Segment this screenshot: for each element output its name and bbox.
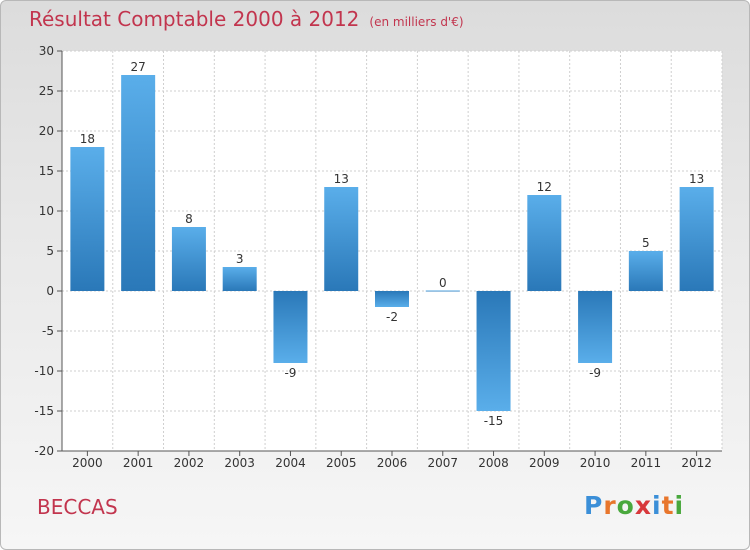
bar-2008 [476,291,511,411]
data-label: 8 [185,212,193,226]
data-label: 13 [334,172,349,186]
bar-2011 [628,251,663,291]
commune-name: BECCAS [37,495,118,519]
chart-title: Résultat Comptable 2000 à 2012 (en millie… [29,7,464,31]
data-label: 0 [439,276,447,290]
y-tick-label: 10 [39,204,54,218]
x-tick-label: 2002 [174,456,205,470]
data-label: 3 [236,252,244,266]
bar-2000 [70,147,105,291]
logo-letter: t [661,491,675,520]
x-tick-label: 2007 [427,456,458,470]
bar-2003 [222,267,257,291]
data-label: -2 [386,310,398,324]
y-tick-label: 25 [39,84,54,98]
y-tick-label: 20 [39,124,54,138]
data-label: 5 [642,236,650,250]
logo-letter: r [603,491,617,520]
logo-letter: P [584,491,604,520]
y-tick-label: 30 [39,44,54,58]
x-tick-label: 2001 [123,456,154,470]
data-label: 13 [689,172,704,186]
logo-letter: i [652,491,662,520]
y-tick-label: -10 [34,364,54,378]
x-tick-label: 2012 [681,456,712,470]
x-tick-label: 2000 [72,456,103,470]
bar-2009 [527,195,562,291]
data-labels: 18 27 8 3 -9 13 -2 0 -15 12 -9 5 13 [80,60,705,428]
bar-2012 [679,187,714,291]
x-tick-label: 2008 [478,456,509,470]
x-tick-label: 2010 [580,456,611,470]
y-tick-label: -5 [42,324,54,338]
data-label: 12 [537,180,552,194]
x-tick-label: 2003 [224,456,255,470]
x-tick-label: 2004 [275,456,306,470]
bar-2004 [273,291,308,363]
data-label: 18 [80,132,95,146]
proxiti-logo[interactable]: Proxiti [584,491,684,520]
bar-2006 [375,291,409,307]
y-tick-label: -15 [34,404,54,418]
x-tick-label: 2009 [529,456,560,470]
title-unit: (en milliers d'€) [369,15,464,29]
x-tick-label: 2005 [326,456,357,470]
data-label: -9 [589,366,601,380]
logo-letter: x [634,491,652,520]
y-tick-label: -20 [34,444,54,458]
bar-2005 [324,187,359,291]
y-tick-label: 15 [39,164,54,178]
bar-2002 [171,227,206,291]
data-label: 27 [131,60,146,74]
bars [70,75,714,411]
y-tick-label: 0 [46,284,54,298]
data-label: -9 [284,366,296,380]
bar-2007 [425,290,460,292]
y-tick-label: 5 [46,244,54,258]
x-tick-label: 2011 [631,456,662,470]
bar-2010 [578,291,613,363]
grid [61,50,723,452]
bar-2001 [121,75,156,291]
logo-letter: o [616,491,635,520]
x-tick-label: 2006 [377,456,408,470]
logo-letter: i [674,491,685,520]
data-label: -15 [484,414,504,428]
title-main: Résultat Comptable 2000 à 2012 [29,7,360,31]
